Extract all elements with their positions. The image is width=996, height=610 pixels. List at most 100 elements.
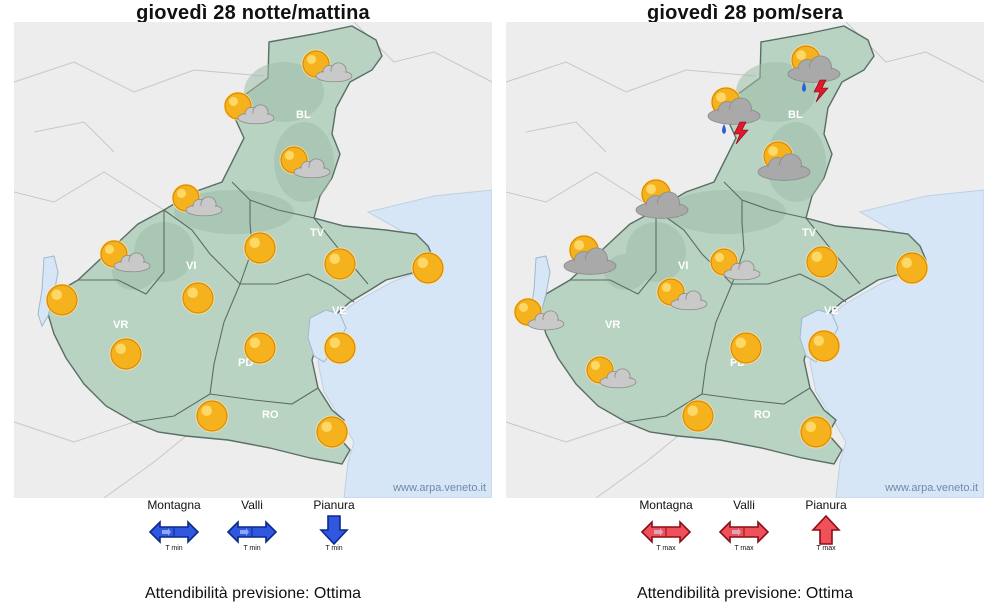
sun-icon [323, 247, 357, 281]
map-watermark: www.arpa.veneto.it [885, 482, 978, 494]
forecast-panel-afternoon: giovedì 28 pom/sera BL TV VI VR VE PD RO www.a… [506, 0, 984, 610]
sun-cloud-icon [563, 234, 617, 275]
legend-sub-label: T min [243, 545, 260, 552]
cloud-icon [787, 55, 841, 83]
panel-title: giovedì 28 pom/sera [646, 2, 844, 24]
legend-label: Valli [733, 498, 755, 512]
sun-icon [799, 415, 833, 449]
sun-cloud-icon [171, 183, 223, 217]
veneto-map: BL TV VI VR VE PD RO www.arpa.veneto.it [506, 22, 984, 498]
cloud-icon [599, 368, 637, 389]
legend-mountain: Montagna T min [124, 498, 224, 557]
temperature-trend-legend: Montagna T max Valli T max Pianura T max [506, 498, 984, 578]
veneto-map: BL TV VI VR VE PD RO www.arpa.veneto.it [14, 22, 492, 498]
cloud-icon [757, 153, 811, 181]
forecast-reliability: Attendibilità previsione: Ottima [636, 585, 854, 602]
thunderstorm-icon [787, 44, 841, 103]
veneto-region [539, 25, 927, 465]
sun-icon [99, 239, 129, 269]
province-label-bl: BL [296, 109, 311, 121]
sun-icon [195, 399, 229, 433]
cloud-icon [723, 260, 761, 281]
rain-drop-icon [722, 124, 726, 134]
sun-cloud-icon [513, 297, 565, 331]
legend-label: Valli [241, 498, 263, 512]
sun-icon [109, 337, 143, 371]
sun-icon [681, 399, 715, 433]
province-label-vi: VI [678, 260, 688, 272]
legend-sub-label: T max [656, 545, 676, 552]
sun-icon [181, 281, 215, 315]
sun-icon [805, 245, 839, 279]
cloud-icon [237, 104, 275, 125]
sun-icon [895, 251, 929, 285]
province-label-tv: TV [802, 227, 817, 239]
lightning-icon [813, 79, 829, 103]
province-label-vi: VI [186, 260, 196, 272]
cloud-icon [563, 247, 617, 275]
sun-icon [411, 251, 445, 285]
province-label-ro: RO [754, 409, 771, 421]
sun-icon [243, 231, 277, 265]
sun-icon [171, 183, 201, 213]
legend-plains: Pianura T min [284, 498, 384, 557]
veneto-region [47, 25, 435, 465]
sun-icon [323, 247, 357, 281]
province-label-ve: VE [824, 305, 839, 317]
map-watermark: www.arpa.veneto.it [393, 482, 486, 494]
sun-icon [729, 331, 763, 365]
cloud-icon [707, 97, 761, 125]
legend-valleys: Valli T min [202, 498, 302, 557]
temperature-trend-legend: Montagna T min Valli T min Pianura T min [14, 498, 492, 578]
legend-sub-label: T min [325, 545, 342, 552]
sun-cloud-icon [656, 277, 708, 311]
sun-icon [195, 399, 229, 433]
sun-cloud-icon [301, 49, 353, 83]
province-label-bl: BL [788, 109, 803, 121]
stable-arrow-icon: T max [640, 520, 692, 552]
sun-icon [323, 331, 357, 365]
panel-title: giovedì 28 notte/mattina [136, 2, 370, 24]
cloud-icon [293, 158, 331, 179]
sun-icon [807, 329, 841, 363]
sun-icon [807, 329, 841, 363]
sun-icon [323, 331, 357, 365]
stable-arrow-icon: T min [148, 520, 200, 552]
province-label-vr: VR [113, 319, 128, 331]
lightning-icon [733, 121, 749, 145]
cloud-icon [113, 252, 151, 273]
legend-sub-label: T max [816, 545, 836, 552]
legend-plains: Pianura T max [776, 498, 876, 557]
sun-icon [243, 331, 277, 365]
forecast-panel-morning: giovedì 28 notte/mattina BL TV VI VR VE PD RO … [14, 0, 492, 610]
sun-cloud-icon [635, 178, 689, 219]
sun-icon [315, 415, 349, 449]
sun-icon [729, 331, 763, 365]
legend-label: Montagna [639, 498, 693, 512]
sun-icon [109, 337, 143, 371]
province-label-tv: TV [310, 227, 325, 239]
cloud-icon [635, 191, 689, 219]
cloud-icon [185, 196, 223, 217]
province-label-ro: RO [262, 409, 279, 421]
province-label-ve: VE [332, 305, 347, 317]
sun-icon [315, 415, 349, 449]
sun-cloud-icon [223, 91, 275, 125]
forecast-reliability: Attendibilità previsione: Ottima [144, 585, 362, 602]
stable-arrow-icon: T min [226, 520, 278, 552]
sun-cloud-icon [279, 145, 331, 179]
lake-garda [37, 255, 59, 328]
legend-label: Pianura [805, 498, 847, 512]
legend-label: Montagna [147, 498, 201, 512]
sun-cloud-icon [585, 355, 637, 389]
sun-icon [799, 415, 833, 449]
legend-sub-label: T max [734, 545, 754, 552]
legend-valleys: Valli T max [694, 498, 794, 557]
sun-icon [45, 283, 79, 317]
up-arrow-icon: T max [811, 514, 841, 552]
sun-cloud-icon [99, 239, 151, 273]
sun-icon [681, 399, 715, 433]
rain-drop-icon [802, 82, 806, 92]
sun-icon [45, 283, 79, 317]
province-label-vr: VR [605, 319, 620, 331]
